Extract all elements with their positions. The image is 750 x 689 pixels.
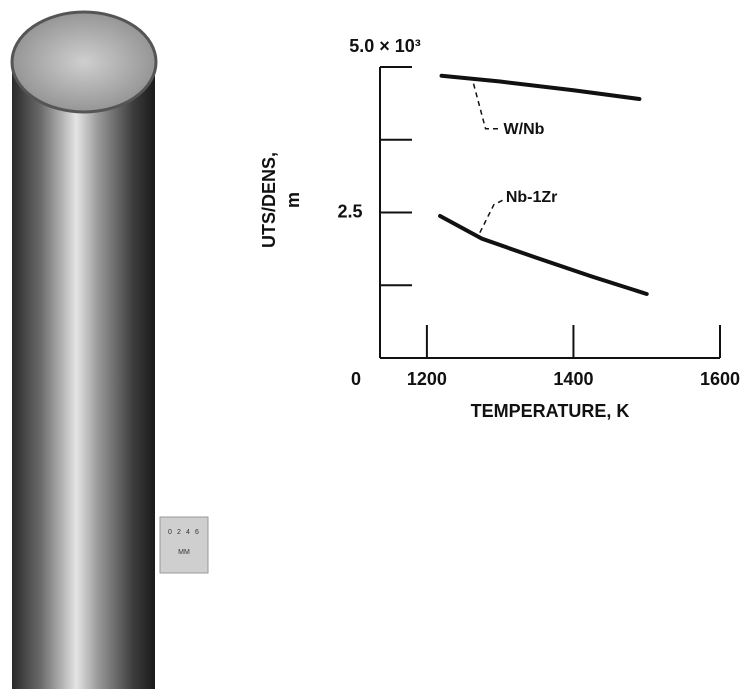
data-line [438,213,649,296]
series-label: Nb-1Zr [506,189,558,206]
x-tick-label: 1600 [700,369,740,389]
leader-line [479,199,505,234]
tube-photo [10,10,209,689]
scale-label: 4 [186,529,190,536]
data-line [439,73,642,102]
scale-unit: MM [178,549,190,556]
y-axis-label: m [283,192,303,208]
scale-label: 6 [195,529,199,536]
scale-card [159,516,209,574]
y-axis-label: UTS/DENS, [259,152,279,248]
y-tick-label: 5.0 × 10³ [349,36,421,56]
y-tick-label: 2.5 [337,201,362,221]
x-tick-label: 1200 [407,369,447,389]
tube-body [12,60,155,689]
leader-line [472,83,500,130]
scale-label: 0 [168,529,172,536]
series-label: W/Nb [504,121,545,138]
scale-label: 2 [177,529,181,536]
x-tick-label: 1400 [553,369,593,389]
y-tick-label: 0 [351,369,361,389]
tube-end [10,10,158,114]
x-axis-label: TEMPERATURE, K [471,401,630,421]
